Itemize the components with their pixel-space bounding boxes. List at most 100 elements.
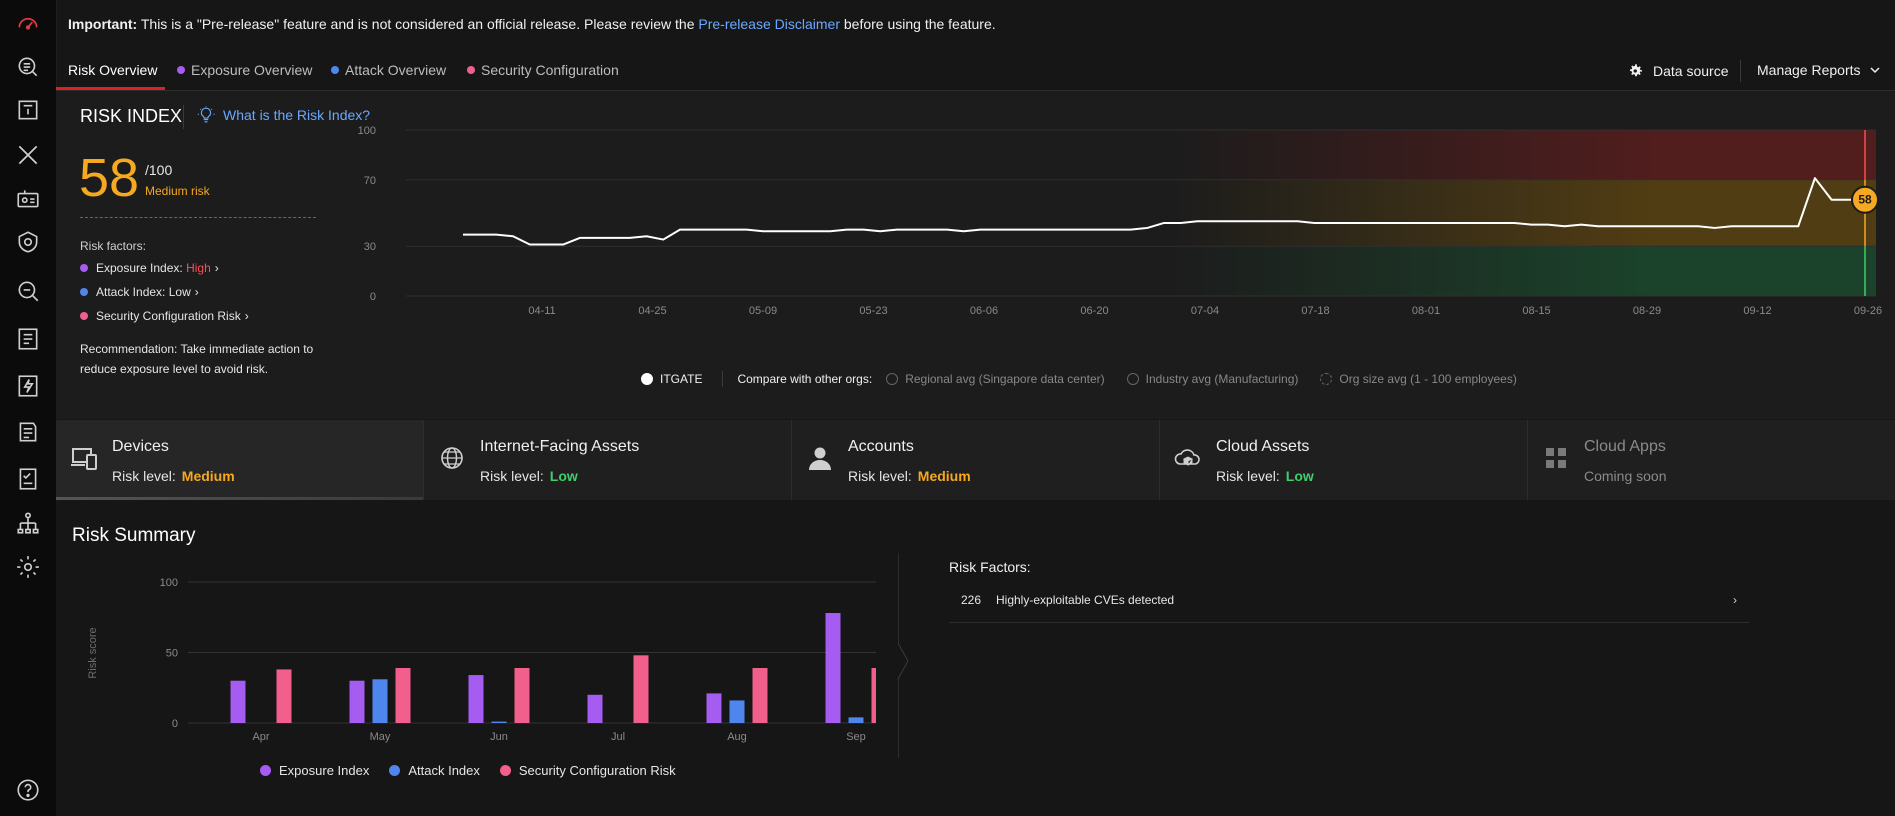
card-accounts[interactable]: Accounts Risk level: Medium [792, 420, 1160, 500]
bar-jun-0 [468, 675, 484, 723]
category-cards: Devices Risk level: Medium Internet-Facin… [56, 420, 1895, 500]
risk-factor-exposure[interactable]: Exposure Index: High › [80, 261, 219, 275]
shield-gear-icon[interactable] [10, 224, 46, 260]
org-radio [641, 373, 653, 385]
xdr-icon[interactable] [10, 137, 46, 173]
divider-notch [897, 642, 909, 680]
risk-factor-text: Highly-exploitable CVEs detected [996, 593, 1175, 607]
card-status: Coming soon [1584, 468, 1667, 484]
legend-org[interactable]: ITGATE [641, 372, 702, 386]
id-card-icon[interactable] [10, 181, 46, 217]
risk-index-panel: RISK INDEX What is the Risk Index? 58 /1… [56, 91, 1895, 419]
playbook-icon[interactable] [10, 414, 46, 450]
card-risk-level: Risk level: Medium [112, 468, 235, 484]
compare-regional-avg[interactable]: Regional avg (Singapore data center) [886, 372, 1105, 386]
tab-label: Attack Overview [345, 62, 447, 78]
active-tab-indicator [56, 87, 165, 90]
current-score-label: 58 [1858, 193, 1872, 207]
bar-jun-1 [491, 721, 507, 723]
legend-attack-index: Attack Index [389, 763, 480, 778]
tab-risk-overview[interactable]: Risk Overview [68, 62, 157, 78]
bar-sep-0 [825, 613, 841, 723]
card-cloud-assets[interactable]: Cloud Assets Risk level: Low [1160, 420, 1528, 500]
risk-factor-row[interactable]: 226 Highly-exploitable CVEs detected › [949, 580, 1749, 623]
compare-industry-avg[interactable]: Industry avg (Manufacturing) [1126, 372, 1298, 386]
factor-dot [80, 288, 88, 296]
factor-value: High [186, 261, 211, 275]
legend-divider [722, 371, 724, 387]
x-tick-label: 07-18 [1301, 305, 1329, 317]
radio-icon [1320, 373, 1333, 385]
card-title: Accounts [848, 438, 914, 455]
y-tick-label: 0 [172, 718, 178, 730]
x-tick-label: 08-01 [1412, 305, 1440, 317]
risk-factors-heading: Risk Factors: [949, 559, 1031, 575]
risk-level-value: Low [1285, 468, 1314, 484]
x-tick-label: 08-29 [1633, 305, 1661, 317]
risk-level-value: Medium [917, 468, 971, 484]
manage-reports-button[interactable]: Manage Reports [1757, 62, 1881, 78]
x-tick-label: Apr [252, 731, 269, 743]
bar-aug-0 [706, 693, 722, 723]
x-tick-label: 05-09 [749, 305, 777, 317]
legend-exposure-index: Exposure Index [260, 763, 369, 778]
x-tick-label: 04-25 [638, 305, 666, 317]
card-risk-level: Risk level: Medium [848, 468, 971, 484]
tab-attack-overview[interactable]: Attack Overview [331, 62, 446, 78]
risk-level-label: Medium risk [145, 184, 210, 198]
factor-dot [80, 264, 88, 272]
dashboard-icon[interactable] [10, 4, 46, 40]
checklist-icon[interactable] [10, 461, 46, 497]
report-icon[interactable] [10, 321, 46, 357]
tab-security-configuration[interactable]: Security Configuration [467, 62, 619, 78]
compare-org-size-avg[interactable]: Org size avg (1 - 100 employees) [1320, 372, 1517, 386]
prerelease-disclaimer-link[interactable]: Pre-release Disclaimer [698, 16, 840, 32]
bar-sep-1 [848, 717, 864, 723]
tab-exposure-overview[interactable]: Exposure Overview [177, 62, 312, 78]
legend-security-config-risk: Security Configuration Risk [499, 763, 676, 778]
y-tick-label: 0 [370, 291, 376, 303]
summary-legend: Exposure Index Attack Index Security Con… [260, 763, 696, 778]
card-internet-facing-assets[interactable]: Internet-Facing Assets Risk level: Low [424, 420, 792, 500]
y-tick-label: 100 [160, 577, 178, 589]
score-divider [80, 217, 316, 218]
risk-factor-security-config[interactable]: Security Configuration Risk › [80, 309, 249, 323]
bar-jul-0 [587, 694, 603, 723]
tab-label: Risk Overview [68, 62, 158, 78]
risk-trend-chart: 0 30 70 100 04-11 04-25 05-09 05-23 06-06 06-20 0… [358, 125, 1882, 317]
investigate-icon[interactable] [10, 273, 46, 309]
manage-reports-label: Manage Reports [1757, 62, 1861, 78]
data-source-button[interactable]: Data source [1627, 62, 1728, 80]
card-title: Internet-Facing Assets [480, 438, 640, 455]
document-alert-icon[interactable] [10, 92, 46, 128]
series-line-itgate [463, 177, 1865, 246]
devices-icon [71, 448, 97, 470]
risk-score: 58 [79, 148, 140, 208]
x-tick-label: 07-04 [1191, 305, 1219, 317]
factor-value: Low [168, 285, 191, 299]
bar-jun-2 [514, 668, 530, 723]
y-tick-label: 70 [364, 175, 376, 187]
compare-label: Compare with other orgs: [737, 372, 873, 386]
apps-grid-icon [1546, 448, 1566, 468]
compare-option-label: Org size avg (1 - 100 employees) [1339, 372, 1517, 386]
settings-icon[interactable] [10, 549, 46, 585]
chevron-right-icon: › [194, 285, 199, 299]
what-is-risk-index-link[interactable]: What is the Risk Index? [197, 106, 370, 124]
chevron-down-icon [1869, 67, 1880, 74]
legend-dot [499, 765, 511, 776]
gear-icon [1630, 64, 1642, 77]
risk-summary-title: Risk Summary [72, 525, 196, 546]
risk-factor-attack[interactable]: Attack Index: Low › [80, 285, 199, 299]
notice-text: This is a "Pre-release" feature and is n… [137, 16, 699, 32]
risk-factors-title: Risk factors: [80, 239, 147, 253]
search-list-icon[interactable] [10, 49, 46, 85]
tab-dot [467, 66, 475, 74]
help-icon[interactable] [10, 772, 46, 808]
network-icon[interactable] [10, 505, 46, 541]
card-devices[interactable]: Devices Risk level: Medium [56, 420, 424, 500]
legend-label: Attack Index [408, 763, 480, 778]
y-axis-label: Risk score [87, 627, 99, 678]
bolt-icon[interactable] [10, 368, 46, 404]
bar-may-1 [372, 679, 388, 723]
